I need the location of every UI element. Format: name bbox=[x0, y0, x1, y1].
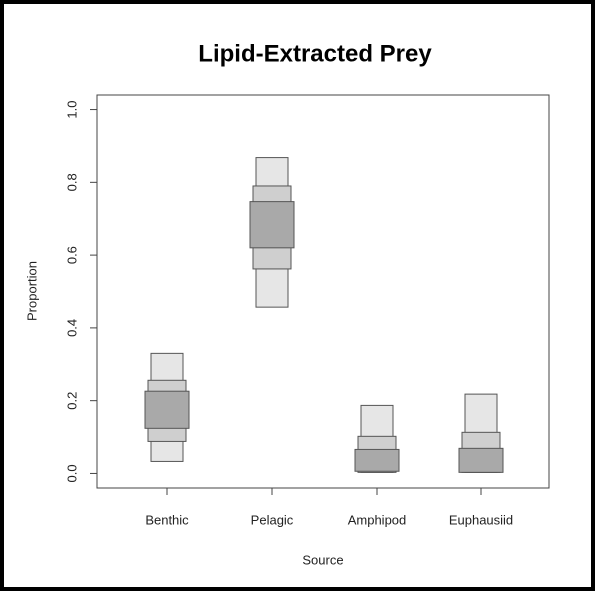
y-tick-label: 0.6 bbox=[64, 246, 79, 264]
y-tick-label: 0.8 bbox=[64, 173, 79, 191]
x-axis-label: Source bbox=[302, 552, 343, 567]
x-tick-label: Pelagic bbox=[251, 512, 294, 527]
x-tick-label: Euphausiid bbox=[449, 512, 513, 527]
x-tick-label: Amphipod bbox=[348, 512, 407, 527]
interval-box bbox=[144, 390, 190, 429]
chart-title: Lipid-Extracted Prey bbox=[198, 40, 432, 67]
interval-box bbox=[458, 447, 504, 473]
plot-frame bbox=[96, 94, 550, 489]
y-tick-label: 0.0 bbox=[64, 464, 79, 482]
interval-box bbox=[249, 201, 295, 249]
x-tick-label: Benthic bbox=[145, 512, 189, 527]
y-tick-label: 0.4 bbox=[64, 319, 79, 337]
y-tick-label: 1.0 bbox=[64, 101, 79, 119]
y-axis-label: Proportion bbox=[24, 261, 39, 321]
interval-box bbox=[354, 448, 400, 472]
y-tick-label: 0.2 bbox=[64, 392, 79, 410]
